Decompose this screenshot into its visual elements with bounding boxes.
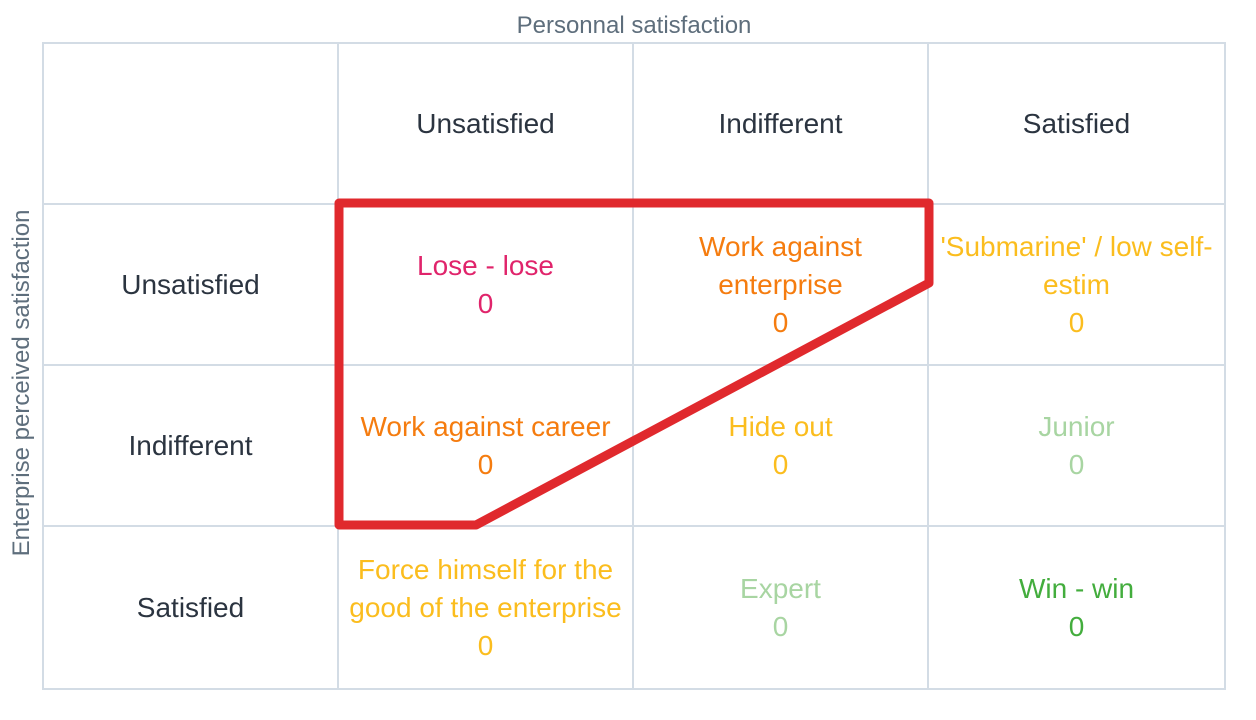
y-axis-title: Enterprise perceived satisfaction [8, 209, 35, 557]
cell-count: 0 [772, 610, 789, 642]
matrix-cell-hide-out: Hide out 0 [634, 366, 929, 527]
column-header-indifferent: Indifferent [634, 44, 929, 205]
cell-count: 0 [1068, 306, 1085, 338]
matrix-cell-expert: Expert 0 [634, 527, 929, 688]
cell-count: 0 [1068, 610, 1085, 642]
cell-count: 0 [772, 306, 789, 338]
matrix-corner [44, 44, 339, 205]
matrix-cell-work-against-enterprise: Work against enterprise 0 [634, 205, 929, 366]
cell-count: 0 [477, 448, 494, 480]
cell-count: 0 [772, 448, 789, 480]
cell-label: Junior [1038, 410, 1115, 442]
satisfaction-matrix: Unsatisfied Indifferent Satisfied Unsati… [42, 42, 1226, 690]
cell-count: 0 [1068, 448, 1085, 480]
matrix-cell-force-himself: Force himself for the good of the enterp… [339, 527, 634, 688]
column-header-satisfied: Satisfied [929, 44, 1224, 205]
cell-count: 0 [477, 287, 494, 319]
cell-label: Work against enterprise [699, 230, 862, 300]
matrix-cell-submarine: 'Submarine' / low self-estim 0 [929, 205, 1224, 366]
row-header-unsatisfied: Unsatisfied [44, 205, 339, 366]
cell-label: Hide out [728, 410, 833, 442]
cell-label: Expert [740, 572, 821, 604]
column-header-unsatisfied: Unsatisfied [339, 44, 634, 205]
matrix-cell-win-win: Win - win 0 [929, 527, 1224, 688]
cell-label: 'Submarine' / low self-estim [940, 230, 1213, 300]
cell-count: 0 [477, 629, 494, 661]
matrix-cell-junior: Junior 0 [929, 366, 1224, 527]
row-header-satisfied: Satisfied [44, 527, 339, 688]
cell-label: Lose - lose [417, 249, 554, 281]
x-axis-title: Personnal satisfaction [516, 12, 752, 39]
row-header-indifferent: Indifferent [44, 366, 339, 527]
cell-label: Force himself for the good of the enterp… [349, 553, 622, 623]
cell-label: Work against career [360, 410, 611, 442]
matrix-cell-work-against-career: Work against career 0 [339, 366, 634, 527]
matrix-cell-lose-lose: Lose - lose 0 [339, 205, 634, 366]
cell-label: Win - win [1018, 572, 1135, 604]
